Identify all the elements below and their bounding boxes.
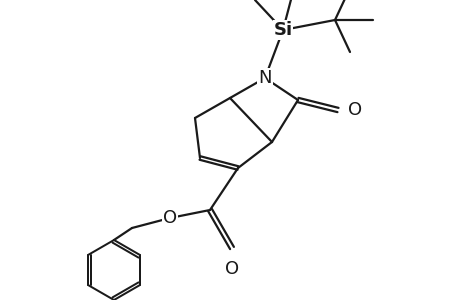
Text: O: O bbox=[224, 260, 239, 278]
Text: O: O bbox=[347, 101, 361, 119]
Text: Si: Si bbox=[273, 21, 292, 39]
Text: O: O bbox=[162, 209, 177, 227]
Text: N: N bbox=[257, 69, 271, 87]
